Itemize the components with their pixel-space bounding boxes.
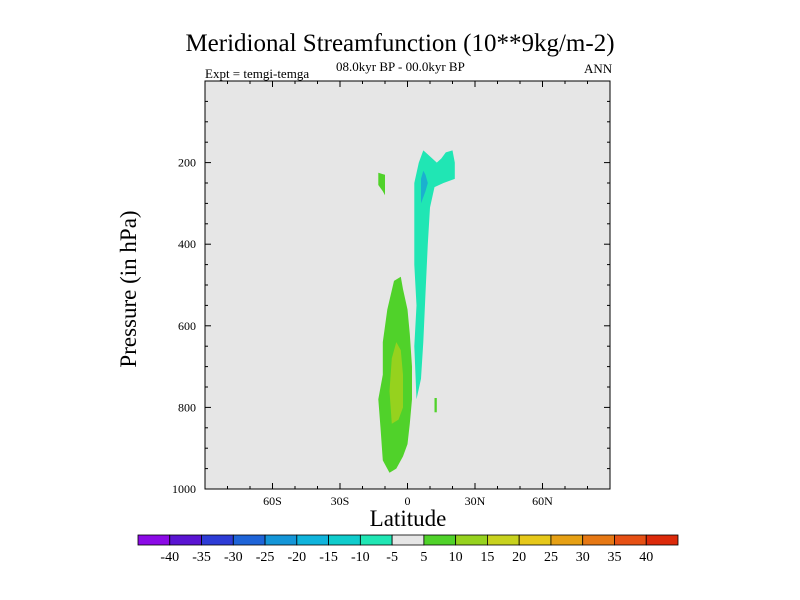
upper-southern-positive-patch (378, 172, 385, 196)
colorbar-label: -30 (224, 550, 243, 565)
colorbar-label: -10 (351, 550, 370, 565)
colorbar-label: 5 (420, 550, 427, 565)
colorbar-label: -40 (160, 550, 179, 565)
x-axis-label: Latitude (369, 506, 447, 531)
x-tick-label: 30N (465, 494, 486, 508)
upper-tropical-negative-cell (414, 150, 455, 400)
colorbar-swatch (518, 534, 552, 546)
colorbar-swatch (296, 534, 329, 546)
colorbar-swatch (455, 534, 488, 546)
colorbar-label: 20 (512, 550, 526, 565)
colorbar-label: 10 (449, 550, 463, 565)
colorbar-swatch (201, 534, 234, 546)
colorbar-swatch (550, 534, 584, 546)
contour-regions (378, 150, 455, 473)
x-tick-label: 60S (263, 494, 282, 508)
colorbar-swatch (487, 534, 520, 546)
colorbar-label: 30 (576, 550, 590, 565)
colorbar-swatch (359, 534, 393, 546)
colorbar-swatch (582, 534, 615, 546)
y-tick-label: 800 (178, 400, 196, 414)
colorbar-label: 35 (607, 550, 621, 565)
y-tick-label: 1000 (172, 482, 196, 496)
colorbar-label: -15 (319, 550, 338, 565)
chart-subtitle: 08.0kyr BP - 00.0kyr BP (336, 59, 465, 74)
colorbar-swatch (645, 534, 679, 546)
axis-tick-labels: 60S 30S 0 30N 60N 200 400 600 800 1000 (172, 156, 553, 508)
colorbar-label: -35 (192, 550, 211, 565)
chart-title: Meridional Streamfunction (10**9kg/m-2) (185, 30, 615, 57)
x-tick-label: 60N (532, 494, 553, 508)
colorbar-swatch (328, 534, 361, 546)
y-tick-label: 400 (178, 237, 196, 251)
colorbar-swatch (169, 534, 202, 546)
colorbar-swatch (614, 534, 647, 546)
near-surface-positive-streak (434, 398, 437, 413)
x-tick-label: 0 (405, 494, 411, 508)
colorbar-label: 40 (639, 550, 653, 565)
colorbar-swatch (232, 534, 266, 546)
colorbar-label: -5 (386, 550, 398, 565)
colorbar-label: -25 (256, 550, 275, 565)
x-tick-label: 30S (331, 494, 350, 508)
y-tick-label: 600 (178, 319, 196, 333)
upper-tropical-negative-core (421, 170, 428, 204)
colorbar-swatch (137, 534, 171, 546)
colorbar-label: 15 (480, 550, 494, 565)
colorbar-swatch (391, 534, 425, 546)
colorbar-swatch (423, 534, 457, 546)
axis-ticks (204, 81, 611, 490)
experiment-label: Expt = temgi-temga (205, 66, 310, 81)
core-positive-cell (389, 342, 403, 424)
y-tick-label: 200 (178, 156, 196, 170)
colorbar-swatch (264, 534, 298, 546)
colorbar-label: 25 (544, 550, 558, 565)
season-label: ANN (584, 61, 613, 76)
colorbar-label: -20 (287, 550, 306, 565)
colorbar: -40 -35 -30 -25 -20 -15 -10 -5 5 10 15 20 25 30 35 40 (137, 534, 679, 565)
